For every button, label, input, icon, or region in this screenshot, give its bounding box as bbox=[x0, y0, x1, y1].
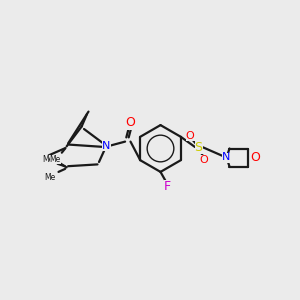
Text: Me: Me bbox=[44, 173, 55, 182]
Text: N: N bbox=[222, 152, 231, 163]
Text: O: O bbox=[186, 130, 195, 141]
Text: O: O bbox=[200, 154, 208, 165]
Text: N: N bbox=[102, 141, 111, 152]
Text: F: F bbox=[164, 180, 171, 194]
Text: Me: Me bbox=[42, 154, 54, 164]
Text: O: O bbox=[250, 151, 260, 164]
Text: S: S bbox=[195, 141, 203, 154]
Text: O: O bbox=[126, 116, 135, 130]
Text: Me: Me bbox=[50, 155, 61, 164]
